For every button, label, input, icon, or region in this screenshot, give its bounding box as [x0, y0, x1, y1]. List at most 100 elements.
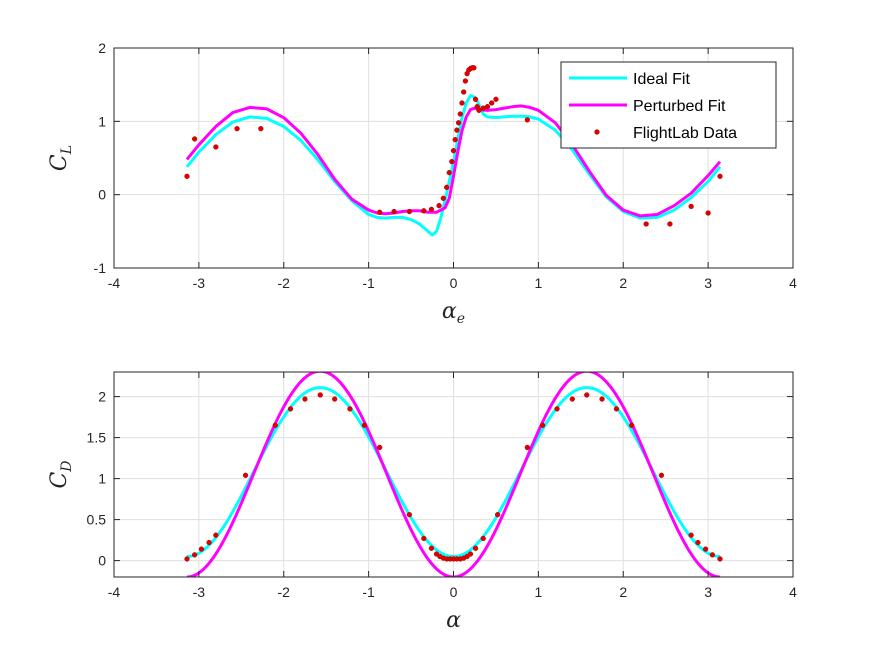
legend: Ideal Fit Perturbed Fit FlightLab Data — [560, 61, 777, 149]
x-tick-label: -1 — [362, 275, 375, 291]
flightlab-data-point — [454, 127, 460, 133]
flightlab-data-point — [461, 89, 467, 95]
flightlab-data-point — [191, 136, 198, 142]
flightlab-data-point — [406, 512, 413, 518]
flightlab-data-point — [494, 512, 501, 518]
y-tick-label: 2 — [98, 40, 106, 56]
y-tick-label: 1.5 — [87, 430, 107, 446]
perturbed-fit-line — [185, 104, 722, 218]
cd-axes: -4 -3 -2 -1 0 1 2 3 4 0 0.5 1 1.5 2 α CD — [47, 371, 797, 633]
flightlab-data-point — [234, 126, 240, 132]
y-tick-label: 1 — [98, 113, 106, 129]
x-tick-label: 1 — [534, 275, 542, 291]
flightlab-data-point — [184, 556, 190, 562]
x-tick-label: 0 — [450, 584, 458, 600]
x-tick-label: -1 — [362, 584, 375, 600]
flightlab-data-point — [493, 96, 499, 102]
x-tick-label: 2 — [619, 584, 627, 600]
x-tick-label: 2 — [619, 275, 627, 291]
flightlab-data-point — [347, 406, 353, 412]
flightlab-data-point — [213, 144, 219, 150]
y-axis-label: CL — [47, 145, 75, 171]
y-tick-label: 2 — [98, 389, 106, 405]
legend-marker-flightlab — [594, 129, 600, 135]
y-tick-label: -1 — [94, 260, 107, 276]
flightlab-data-point — [391, 208, 397, 215]
flightlab-data-point — [436, 203, 442, 209]
flightlab-data-point — [452, 137, 458, 143]
legend-label-ideal: Ideal Fit — [633, 71, 690, 88]
x-tick-label: -2 — [278, 275, 291, 291]
flightlab-data-point — [599, 396, 605, 402]
flightlab-data-point — [484, 104, 491, 110]
x-tick-label: 1 — [534, 584, 542, 600]
flightlab-data-point — [317, 392, 323, 398]
flightlab-data-point — [467, 551, 474, 557]
flightlab-data-point — [428, 206, 435, 212]
flightlab-data-point — [688, 532, 694, 538]
flightlab-data-point — [658, 472, 665, 478]
y-tick-label: 0.5 — [87, 512, 107, 528]
flightlab-data-point — [459, 100, 465, 106]
flightlab-data-point — [440, 195, 446, 201]
flightlab-data-point — [457, 111, 463, 117]
flightlab-data-point — [258, 126, 264, 132]
x-tick-label: 0 — [450, 275, 458, 291]
y-tick-label: 0 — [98, 187, 106, 203]
legend-label-flightlab: FlightLab Data — [633, 125, 737, 142]
x-tick-label: 4 — [789, 275, 797, 291]
flightlab-data-point — [272, 422, 278, 428]
flightlab-data-point — [569, 396, 575, 402]
y-tick-label: 1 — [98, 471, 106, 487]
perturbed-fit-line — [186, 372, 721, 577]
y-axis-label: CD — [47, 460, 75, 488]
flightlab-data-point — [709, 552, 716, 558]
flightlab-data-point — [332, 396, 338, 402]
flightlab-data-point — [421, 535, 427, 542]
flightlab-data-point — [476, 107, 482, 113]
flightlab-data-point — [717, 556, 723, 562]
flightlab-data-point — [377, 209, 383, 215]
flightlab-data-point — [472, 96, 479, 102]
flightlab-data-point — [449, 159, 455, 165]
flightlab-data-point — [302, 396, 308, 402]
flightlab-data-point — [584, 392, 590, 398]
flightlab-data-point — [377, 444, 383, 451]
flightlab-data-point — [667, 221, 673, 227]
flightlab-data-point — [213, 532, 219, 538]
flightlab-data-point — [702, 546, 709, 552]
flightlab-data-point — [480, 535, 486, 542]
flightlab-data-point — [539, 422, 546, 428]
flightlab-data-point — [613, 406, 620, 412]
flightlab-data-point — [629, 422, 635, 428]
flightlab-data-point — [524, 117, 530, 123]
flightlab-data-point — [198, 546, 205, 552]
x-tick-label: 3 — [704, 584, 712, 600]
flightlab-data-point — [428, 545, 435, 551]
flightlab-data-point — [688, 203, 694, 210]
flightlab-data-point — [450, 148, 457, 154]
flightlab-data-point — [643, 221, 649, 227]
flightlab-data-point — [184, 173, 190, 179]
x-tick-label: -4 — [108, 584, 121, 600]
flightlab-data-point — [462, 78, 469, 84]
x-axis-label: α — [446, 608, 461, 633]
x-tick-label: -4 — [108, 275, 121, 291]
flightlab-data-point — [705, 210, 711, 216]
flightlab-data-point — [554, 406, 560, 412]
x-tick-label: 3 — [704, 275, 712, 291]
flightlab-data-point — [191, 552, 198, 558]
x-tick-label: 4 — [789, 584, 797, 600]
x-tick-label: -3 — [193, 584, 206, 600]
flightlab-data-point — [361, 422, 368, 428]
flightlab-data-point — [455, 120, 462, 126]
flightlab-data-point — [489, 100, 495, 106]
flightlab-data-point — [524, 444, 530, 451]
x-tick-label: -2 — [278, 584, 291, 600]
flightlab-data-point — [406, 208, 413, 215]
flightlab-data-point — [695, 539, 701, 546]
flightlab-data-point — [444, 184, 450, 190]
legend-label-perturbed: Perturbed Fit — [633, 98, 726, 115]
flightlab-data-point — [471, 65, 477, 71]
